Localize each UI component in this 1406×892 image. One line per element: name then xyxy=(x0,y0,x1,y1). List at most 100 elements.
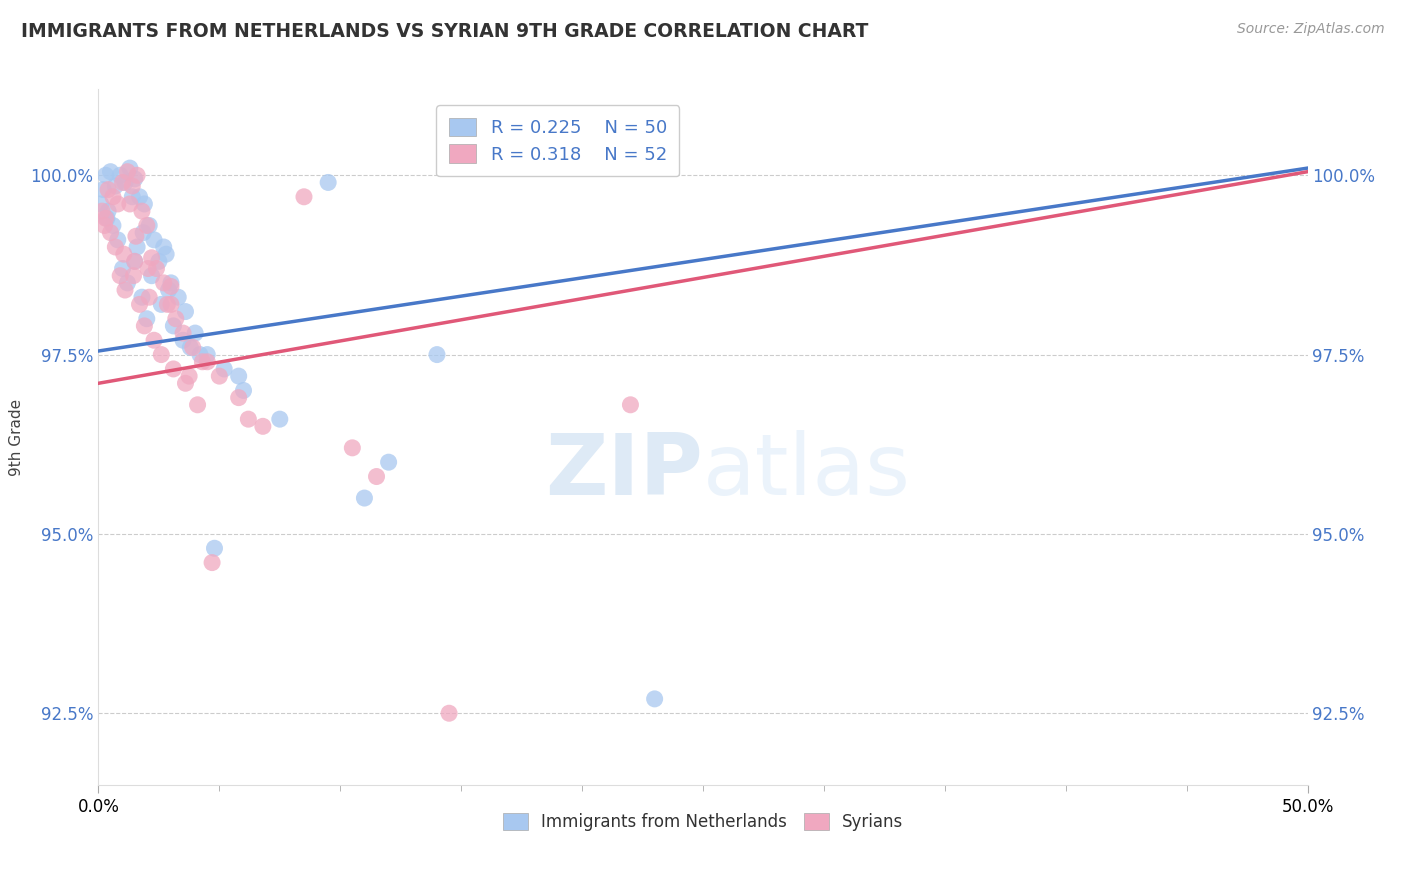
Point xyxy=(128,297,150,311)
Point xyxy=(97,204,120,219)
Point xyxy=(179,369,201,384)
Point xyxy=(181,340,204,354)
Point xyxy=(316,176,339,190)
Point xyxy=(150,348,173,362)
Point xyxy=(112,247,135,261)
Point xyxy=(184,326,207,340)
Point xyxy=(91,183,114,197)
Point xyxy=(114,283,136,297)
Point xyxy=(172,326,194,340)
Point xyxy=(141,268,163,283)
Point xyxy=(114,176,136,190)
Point xyxy=(134,197,156,211)
Point xyxy=(108,268,131,283)
Point xyxy=(138,219,160,233)
Point xyxy=(111,261,134,276)
Point xyxy=(165,311,187,326)
Point xyxy=(107,197,129,211)
Point xyxy=(160,297,183,311)
Point xyxy=(124,254,146,268)
Point xyxy=(121,179,143,194)
Point xyxy=(148,254,170,268)
Point xyxy=(101,190,124,204)
Point xyxy=(160,279,183,293)
Point xyxy=(145,261,167,276)
Point xyxy=(377,455,399,469)
Text: Source: ZipAtlas.com: Source: ZipAtlas.com xyxy=(1237,22,1385,37)
Point xyxy=(342,441,364,455)
Point xyxy=(174,376,197,391)
Point xyxy=(162,318,184,333)
Point xyxy=(619,398,641,412)
Point xyxy=(97,183,120,197)
Point xyxy=(118,197,141,211)
Point xyxy=(107,233,129,247)
Point xyxy=(104,179,127,194)
Point xyxy=(353,491,375,505)
Point xyxy=(135,219,157,233)
Point xyxy=(188,348,211,362)
Point xyxy=(131,290,153,304)
Point xyxy=(134,318,156,333)
Point xyxy=(157,283,180,297)
Point xyxy=(228,391,250,405)
Point xyxy=(143,233,166,247)
Point xyxy=(212,362,235,376)
Point xyxy=(118,161,141,175)
Point xyxy=(160,276,183,290)
Point xyxy=(90,197,112,211)
Point xyxy=(195,348,218,362)
Point xyxy=(644,692,666,706)
Point xyxy=(156,297,179,311)
Point xyxy=(366,469,388,483)
Point xyxy=(135,311,157,326)
Point xyxy=(174,304,197,318)
Point xyxy=(125,229,148,244)
Point xyxy=(195,355,218,369)
Point xyxy=(108,168,131,182)
Point xyxy=(150,297,173,311)
Point xyxy=(132,226,155,240)
Point xyxy=(111,176,134,190)
Legend: Immigrants from Netherlands, Syrians: Immigrants from Netherlands, Syrians xyxy=(495,805,911,839)
Point xyxy=(238,412,260,426)
Y-axis label: 9th Grade: 9th Grade xyxy=(8,399,24,475)
Point xyxy=(121,190,143,204)
Point xyxy=(252,419,274,434)
Point xyxy=(172,333,194,347)
Point xyxy=(162,362,184,376)
Point xyxy=(269,412,291,426)
Point xyxy=(131,204,153,219)
Point xyxy=(191,355,214,369)
Point xyxy=(128,190,150,204)
Point xyxy=(204,541,226,556)
Point xyxy=(208,369,231,384)
Point xyxy=(117,164,139,178)
Point xyxy=(94,211,117,226)
Point xyxy=(292,190,315,204)
Point xyxy=(143,333,166,347)
Point xyxy=(437,706,460,721)
Point xyxy=(124,254,146,268)
Point xyxy=(104,240,127,254)
Point xyxy=(96,211,118,226)
Point xyxy=(167,290,190,304)
Text: IMMIGRANTS FROM NETHERLANDS VS SYRIAN 9TH GRADE CORRELATION CHART: IMMIGRANTS FROM NETHERLANDS VS SYRIAN 9T… xyxy=(21,22,869,41)
Point xyxy=(155,247,177,261)
Point xyxy=(152,240,174,254)
Point xyxy=(94,168,117,182)
Point xyxy=(127,168,149,182)
Point xyxy=(124,172,146,186)
Point xyxy=(93,219,115,233)
Point xyxy=(179,340,201,354)
Point xyxy=(117,276,139,290)
Point xyxy=(122,268,145,283)
Point xyxy=(228,369,250,384)
Point xyxy=(232,384,254,398)
Point xyxy=(127,240,149,254)
Point xyxy=(100,164,122,178)
Point xyxy=(187,398,209,412)
Point xyxy=(100,226,122,240)
Point xyxy=(101,219,124,233)
Point xyxy=(91,204,114,219)
